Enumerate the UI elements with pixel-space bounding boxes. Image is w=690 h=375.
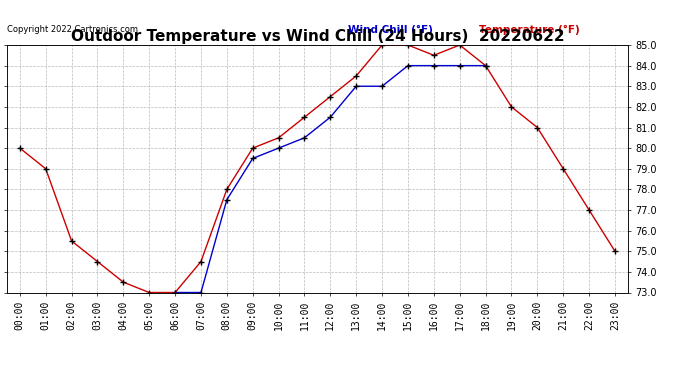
Title: Outdoor Temperature vs Wind Chill (24 Hours)  20220622: Outdoor Temperature vs Wind Chill (24 Ho… <box>70 29 564 44</box>
Text: Copyright 2022 Cartronics.com: Copyright 2022 Cartronics.com <box>7 25 138 34</box>
Text: Wind Chill (°F): Wind Chill (°F) <box>348 25 437 35</box>
Text: Temperature (°F): Temperature (°F) <box>479 25 580 35</box>
